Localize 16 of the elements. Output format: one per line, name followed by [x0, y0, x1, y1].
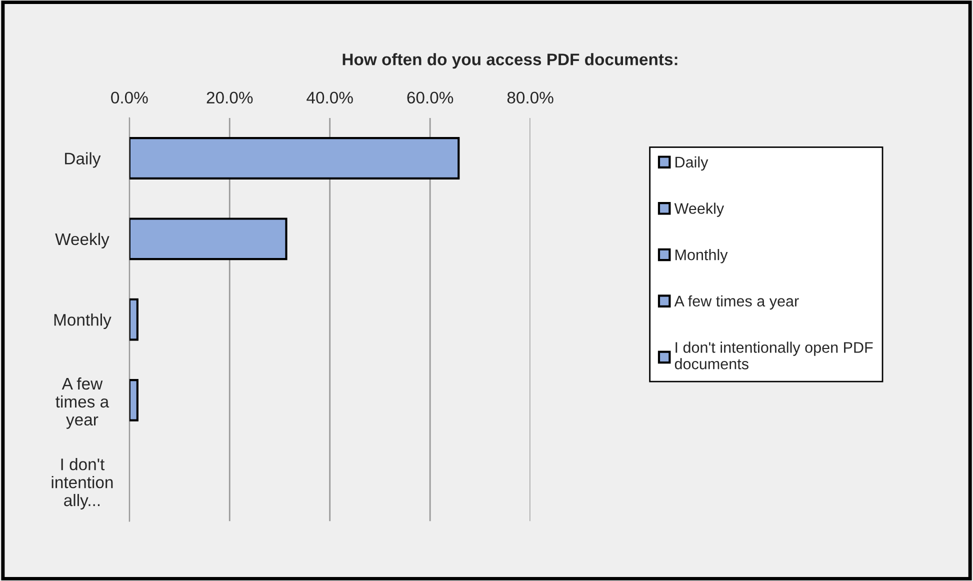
y-tick-label: Weekly [55, 232, 110, 248]
y-tick-label: A few times a year [56, 377, 110, 429]
legend-label: Monthly [676, 249, 728, 264]
legend-label: Daily [676, 156, 708, 171]
chart-title: How often do you access PDF documents: [342, 53, 678, 69]
legend-label: I don't intentionally open PDF documents [674, 342, 873, 370]
y-tick-label: Monthly [54, 314, 112, 330]
x-tick-label: 80.0% [507, 92, 554, 104]
x-tick-label: 20.0% [206, 92, 253, 104]
x-tick-label: 60.0% [407, 92, 454, 104]
y-tick-label: Daily [65, 152, 101, 168]
legend-label: A few times a year [674, 295, 799, 310]
y-tick-label: I don't intention ally... [52, 458, 113, 510]
x-tick-label: 40.0% [306, 92, 353, 104]
legend-label: Weekly [674, 202, 724, 217]
x-tick-label: 0.0% [111, 92, 148, 104]
